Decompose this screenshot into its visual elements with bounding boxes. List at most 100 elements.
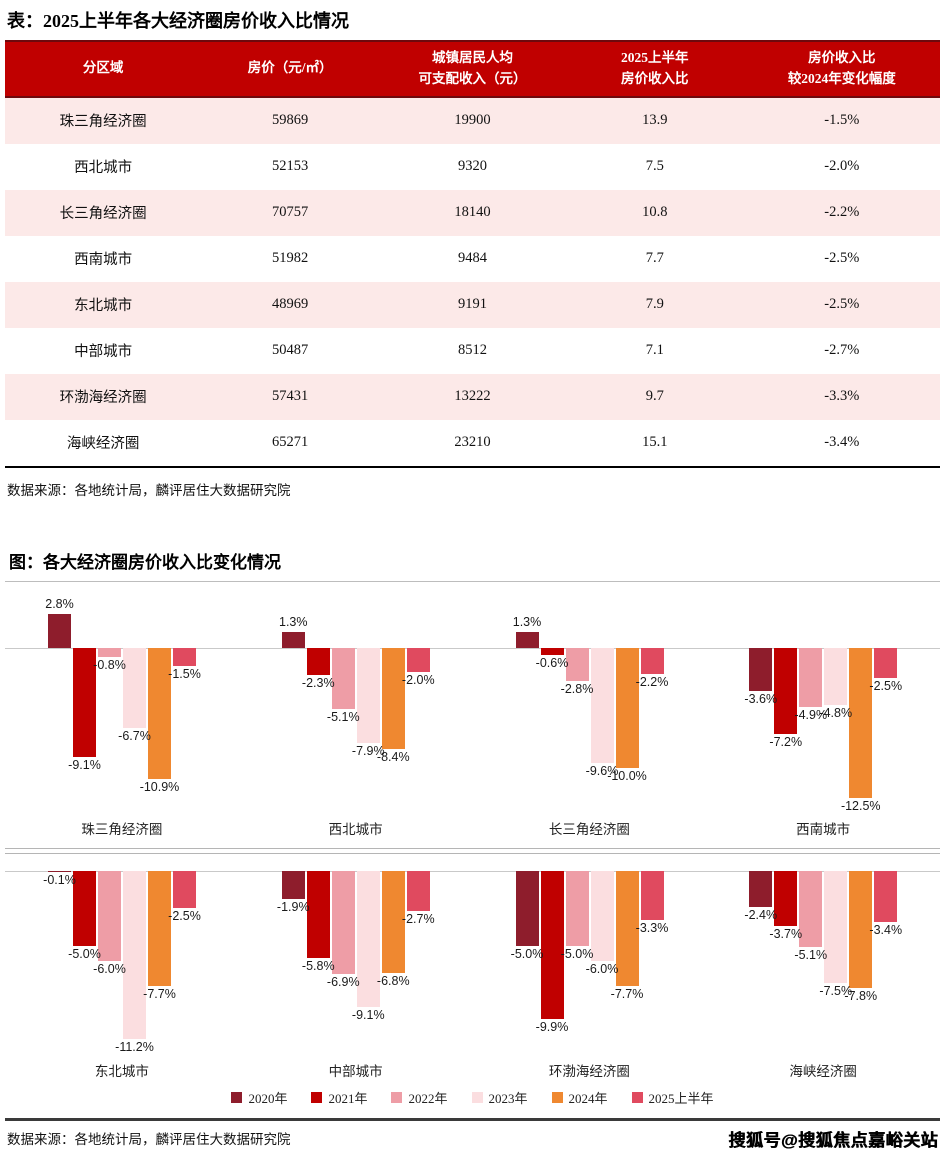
legend-swatch-icon	[391, 1091, 403, 1103]
legend-swatch-icon	[231, 1091, 243, 1103]
legend-label: 2020年	[248, 1090, 288, 1106]
bar-value-label: -3.6%	[744, 692, 778, 707]
table-cell: 52153	[272, 158, 309, 175]
table-column-header: 房价收入比 较2024年变化幅度	[743, 40, 940, 98]
bar-value-label: -6.7%	[118, 729, 151, 744]
bar-value-label: -9.1%	[351, 1008, 385, 1023]
table-source: 数据来源：各地统计局，麟评居住大数据研究院	[7, 482, 291, 498]
bar	[824, 647, 848, 706]
table-cell: -3.3%	[824, 388, 860, 405]
table-cell: -2.2%	[824, 204, 860, 221]
table-cell: 23210	[378, 419, 566, 468]
bar	[849, 870, 873, 988]
watermark: 搜狐号@搜狐焦点嘉峪关站	[728, 1130, 938, 1150]
bar	[331, 870, 355, 975]
bar	[749, 870, 773, 907]
bar	[306, 870, 330, 958]
chart-panel-row-1: 2.8% -9.1% -0.8% -6.7% -10.9% -1.5% 珠三角经济圈 1.3%…	[5, 586, 940, 838]
bar-value-label: 2.8%	[45, 597, 74, 612]
table-row: 东北城市 48969 9191 7.9 -2.5%	[5, 281, 940, 328]
bar-value-label: -0.6%	[535, 656, 569, 671]
bar-value-label: -10.0%	[607, 768, 647, 783]
bar	[356, 870, 380, 1008]
table-row: 中部城市 50487 8512 7.1 -2.7%	[5, 328, 940, 374]
bar	[615, 647, 639, 768]
table-cell: 海峡经济圈	[5, 419, 202, 468]
legend-item: 2023年	[471, 1088, 528, 1107]
chart-group-中部城市: -1.9% -5.8% -6.9% -9.1% -6.8% -2.7% 中部城市	[239, 858, 473, 1080]
bar	[123, 870, 146, 1039]
chart-title: 图：各大经济圈房价收入比变化情况	[9, 552, 281, 572]
bar	[148, 870, 171, 987]
legend-label: 2024年	[568, 1090, 608, 1106]
bar	[173, 647, 196, 666]
bar	[281, 870, 305, 900]
bar-value-label: -5.0%	[560, 946, 594, 961]
table-cell: 7.9	[645, 296, 664, 313]
bar	[381, 870, 405, 973]
category-label: 环渤海经济圈	[548, 1063, 630, 1079]
bar-value-label: -1.5%	[168, 666, 201, 681]
table-row: 海峡经济圈 65271 23210 15.1 -3.4%	[5, 419, 940, 468]
legend-label: 2025上半年	[648, 1090, 714, 1106]
bar-value-label: -2.4%	[744, 907, 778, 922]
table-cell: 51982	[272, 250, 309, 267]
bar-value-label: -1.9%	[276, 900, 310, 915]
bar	[356, 647, 380, 743]
category-label: 西南城市	[796, 821, 851, 837]
chart-group-珠三角经济圈: 2.8% -9.1% -0.8% -6.7% -10.9% -1.5% 珠三角经济圈	[5, 586, 239, 838]
table-cell: -2.7%	[824, 342, 860, 359]
table-cell: 7.7	[645, 250, 664, 267]
bar	[148, 647, 171, 779]
bar	[565, 647, 589, 682]
zero-axis-line	[5, 647, 940, 649]
bar	[306, 647, 330, 676]
bar-value-label: -7.7%	[610, 987, 644, 1002]
chart-panel-row-2: -0.1% -5.0% -6.0% -11.2% -7.7% -2.5% 东北城市 -1.9%…	[5, 858, 940, 1080]
bar-value-label: -4.8%	[819, 706, 853, 721]
legend-label: 2022年	[408, 1090, 448, 1106]
chart-row-divider	[5, 847, 940, 854]
category-label: 长三角经济圈	[548, 821, 630, 837]
table-cell: 18140	[454, 204, 491, 221]
legend-swatch-icon	[631, 1091, 643, 1103]
bar-value-label: -2.3%	[301, 676, 335, 691]
bar-value-label: -7.2%	[769, 735, 803, 750]
table-cell: 西南城市	[74, 252, 133, 269]
table-title: 表：2025上半年各大经济圈房价收入比情况	[7, 11, 349, 31]
table-column-header: 城镇居民人均 可支配收入（元）	[378, 40, 566, 98]
bar-value-label: -3.4%	[869, 922, 903, 937]
table-column-header: 房价（元/㎡）	[201, 40, 379, 98]
chart-group-海峡经济圈: -2.4% -3.7% -5.1% -7.5% -7.8% -3.4% 海峡经济圈	[706, 858, 940, 1080]
bar-value-label: -11.2%	[115, 1039, 154, 1054]
chart-group-长三角经济圈: 1.3% -0.6% -2.8% -9.6% -10.0% -2.2% 长三角经济圈	[473, 586, 707, 838]
bar	[73, 870, 96, 946]
bar	[281, 632, 305, 648]
table-cell: 中部城市	[74, 344, 133, 361]
category-label: 西北城市	[328, 821, 383, 837]
table-cell: 13222	[454, 388, 491, 405]
bar	[515, 870, 539, 946]
bar	[381, 647, 405, 749]
bar	[749, 647, 773, 692]
table-cell: 19900	[454, 112, 491, 129]
table-row: 珠三角经济圈 59869 19900 13.9 -1.5%	[5, 96, 940, 144]
bar	[849, 647, 873, 798]
bar	[874, 647, 898, 678]
table-cell: 9484	[457, 250, 487, 267]
bar-value-label: -12.5%	[840, 798, 881, 813]
bar	[406, 870, 430, 912]
bar-value-label: -0.1%	[43, 873, 76, 888]
table-cell: 长三角经济圈	[59, 206, 147, 223]
zero-axis-line	[5, 870, 940, 872]
bar-value-label: -5.1%	[326, 710, 360, 725]
bar-value-label: -7.8%	[844, 988, 878, 1003]
bar-value-label: -5.1%	[794, 948, 828, 963]
chart-group-西北城市: 1.3% -2.3% -5.1% -7.9% -8.4% -2.0% 西北城市	[239, 586, 473, 838]
chart-top-rule	[5, 580, 940, 582]
table-row: 环渤海经济圈 57431 13222 9.7 -3.3%	[5, 373, 940, 420]
legend-label: 2021年	[328, 1090, 368, 1106]
table-cell: -2.0%	[824, 158, 860, 175]
bar-value-label: -3.7%	[769, 927, 803, 942]
bottom-bar: 数据来源：各地统计局，麟评居住大数据研究院 搜狐号@搜狐焦点嘉峪关站	[5, 1117, 940, 1151]
